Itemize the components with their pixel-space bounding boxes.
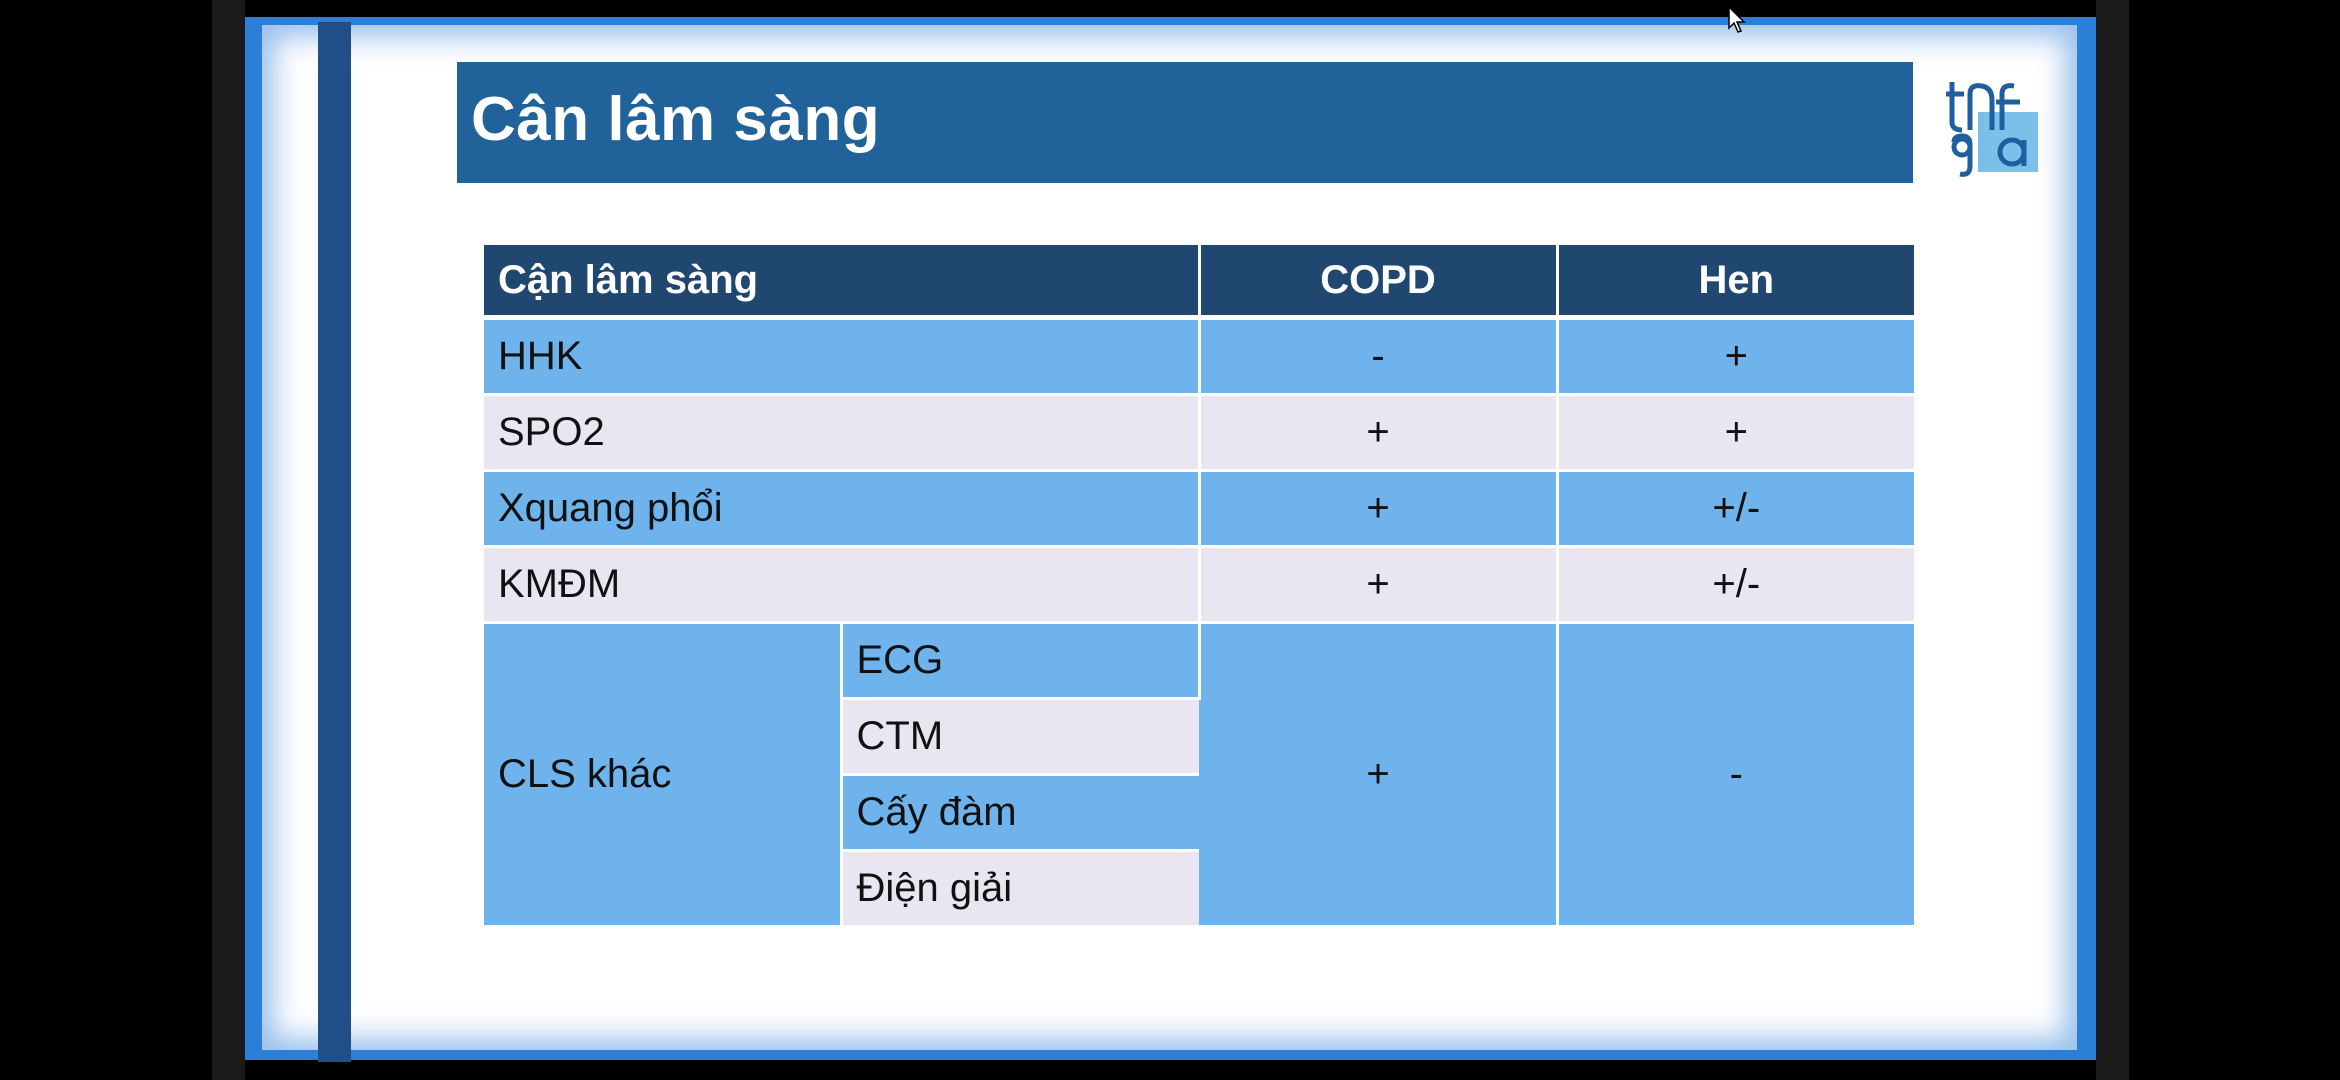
header-cls: Cận lâm sàng xyxy=(484,245,1201,320)
row-label: HHK xyxy=(484,317,1201,396)
header-copd: COPD xyxy=(1199,245,1559,320)
row-label: KMĐM xyxy=(484,546,1201,624)
table-row: CLS khác ECG + - xyxy=(484,622,1915,928)
group-copd: + xyxy=(1199,622,1559,928)
header-hen: Hen xyxy=(1557,245,1915,320)
screen-bezel-right xyxy=(2096,0,2129,1080)
group-hen: - xyxy=(1557,622,1915,928)
table-header-row: Cận lâm sàng COPD Hen xyxy=(484,245,1915,320)
row-copd: + xyxy=(1199,394,1559,472)
group-item: Cấy đàm xyxy=(841,774,1200,852)
row-hen: +/- xyxy=(1557,470,1915,548)
row-hen: +/- xyxy=(1557,546,1915,624)
row-hen: + xyxy=(1557,394,1915,472)
row-label: SPO2 xyxy=(484,394,1201,472)
table-row: Điện giải xyxy=(484,850,1914,928)
group-item: Điện giải xyxy=(841,850,1200,928)
comparison-table: Cận lâm sàng COPD Hen HHK - + SPO2 + + X… xyxy=(484,245,1915,928)
logo-icon xyxy=(1946,82,2038,177)
table-row: SPO2 + + xyxy=(484,394,1915,472)
table-row: Xquang phổi + +/- xyxy=(484,470,1915,548)
title-bar: Cân lâm sàng xyxy=(457,62,1913,183)
table-row: CTM xyxy=(484,698,1914,776)
row-label: Xquang phổi xyxy=(484,470,1201,548)
table-row: HHK - + xyxy=(484,317,1915,396)
group-label: CLS khác xyxy=(484,622,843,928)
row-hen: + xyxy=(1557,317,1915,396)
group-item: ECG xyxy=(841,622,1201,700)
screen-bezel-left xyxy=(212,0,245,1080)
table-row: Cấy đàm xyxy=(484,774,1914,852)
mouse-cursor-icon xyxy=(1728,6,1746,33)
row-copd: - xyxy=(1199,317,1559,396)
slide-title: Cân lâm sàng xyxy=(471,85,881,154)
row-copd: + xyxy=(1199,546,1559,624)
table-row: KMĐM + +/- xyxy=(484,546,1915,624)
slide-side-bar xyxy=(318,22,351,1062)
row-copd: + xyxy=(1199,470,1559,548)
group-item: CTM xyxy=(841,698,1200,776)
